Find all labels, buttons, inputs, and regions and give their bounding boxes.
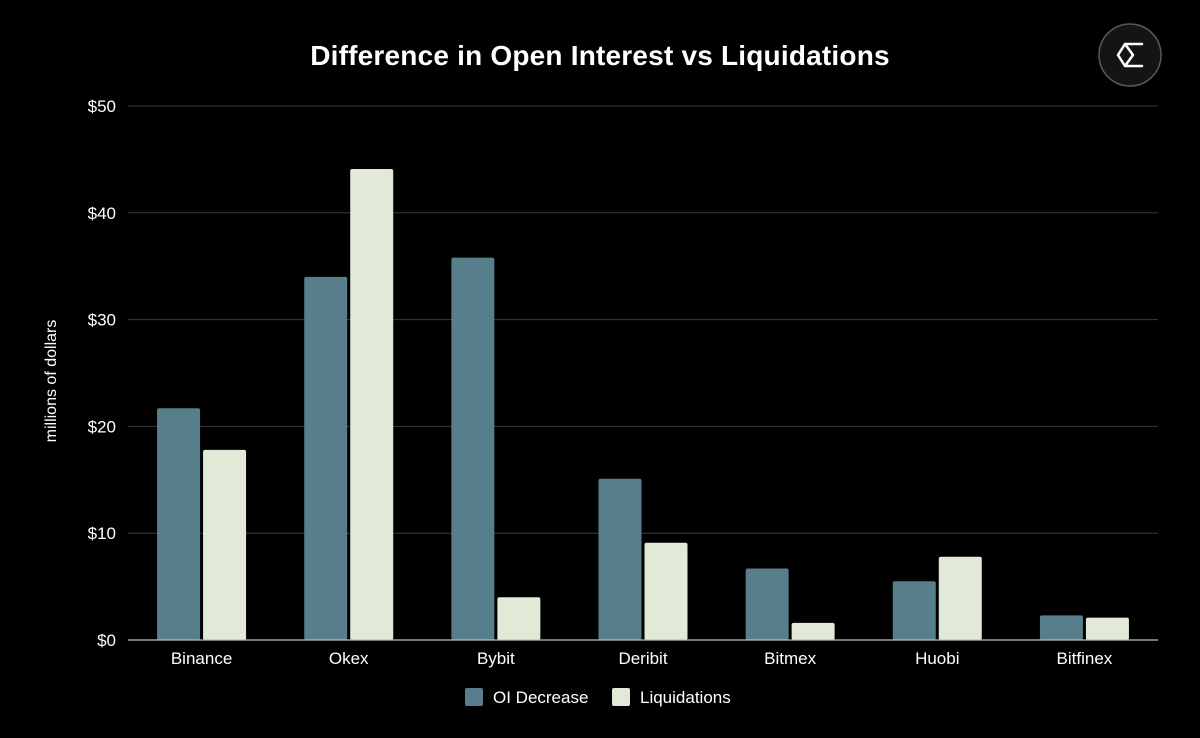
y-axis-ticks: $0 $10 $20 $30 $40 $50 [88,97,116,650]
sigma-hexagon-logo-icon [1098,23,1162,87]
legend-swatch-oi-decrease [465,688,483,706]
legend: OI Decrease Liquidations [465,688,731,707]
bar-liquidations-deribit [644,542,688,640]
bar-oi-decrease-huobi [892,581,936,640]
y-tick-label: $40 [88,204,116,223]
x-tick-label: Bitmex [764,649,816,668]
legend-label-oi-decrease: OI Decrease [493,688,588,707]
legend-swatch-liquidations [612,688,630,706]
bar-liquidations-bitmex [791,622,835,640]
y-tick-label: $50 [88,97,116,116]
bar-oi-decrease-bitfinex [1039,615,1083,640]
bar-liquidations-binance [203,449,247,640]
x-tick-label: Okex [329,649,369,668]
bar-oi-decrease-binance [157,408,201,640]
x-axis-ticks: Binance Okex Bybit Deribit Bitmex Huobi Bitfin… [171,649,1113,668]
bar-liquidations-okex [350,169,394,640]
bar-liquidations-bybit [497,597,541,640]
x-tick-label: Deribit [618,649,667,668]
bar-oi-decrease-bitmex [745,568,789,640]
y-axis-title: millions of dollars [43,320,60,443]
y-tick-label: $10 [88,524,116,543]
gridlines [128,105,1158,534]
bar-oi-decrease-okex [304,276,348,640]
bars [157,169,1129,640]
y-tick-label: $0 [97,631,116,650]
x-tick-label: Bybit [477,649,515,668]
y-tick-label: $20 [88,417,116,436]
bar-liquidations-bitfinex [1085,617,1129,640]
x-tick-label: Huobi [915,649,959,668]
x-tick-label: Binance [171,649,232,668]
y-tick-label: $30 [88,311,116,330]
bar-liquidations-huobi [938,556,982,640]
x-tick-label: Bitfinex [1057,649,1113,668]
bar-oi-decrease-bybit [451,257,495,640]
chart-title: Difference in Open Interest vs Liquidati… [310,40,890,71]
bar-oi-decrease-deribit [598,478,642,640]
legend-label-liquidations: Liquidations [640,688,731,707]
